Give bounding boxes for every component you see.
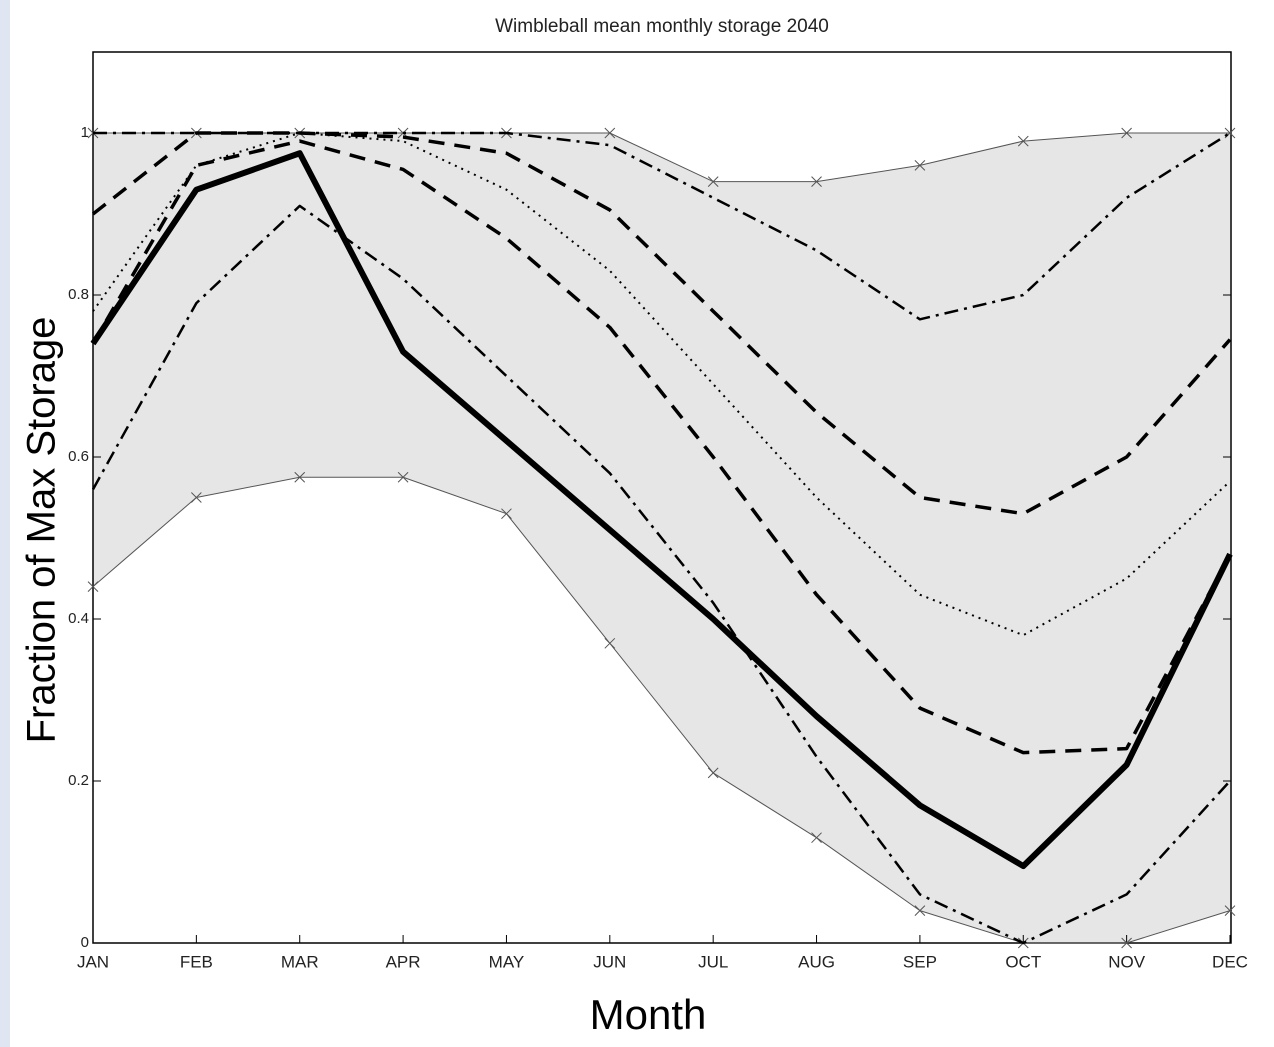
y-tick-label: 0.6	[68, 448, 89, 465]
plot-frame	[92, 51, 1232, 944]
x-tick-label: JUN	[593, 952, 626, 971]
y-tick-label: 0.4	[68, 610, 89, 627]
envelope-marker	[87, 581, 99, 592]
envelope-marker	[707, 176, 719, 187]
slide-edge	[0, 0, 10, 1047]
chart-title: Wimbleball mean monthly storage 2040	[495, 16, 829, 37]
series-line	[92, 476, 1231, 944]
y-tick-label: 1	[81, 124, 89, 141]
y-axis-label: Fraction of Max Storage	[20, 317, 64, 744]
envelope-marker	[811, 176, 822, 187]
envelope-marker	[1017, 135, 1029, 147]
envelope-marker	[1121, 937, 1132, 949]
envelope-marker	[914, 160, 926, 171]
x-axis-label: Month	[590, 991, 707, 1038]
x-tick-label: OCT	[1005, 952, 1041, 971]
x-tick-label: MAR	[281, 952, 319, 971]
y-tick-label: 0.8	[68, 286, 89, 303]
series-line	[91, 131, 1232, 516]
series-line	[90, 150, 1233, 870]
x-tick-label: APR	[386, 952, 421, 971]
y-tick-label: 0.2	[68, 772, 89, 789]
envelope-marker	[914, 905, 926, 916]
envelope-marker	[294, 471, 306, 483]
envelope-marker	[811, 832, 822, 844]
x-tick-label: NOV	[1108, 952, 1146, 971]
envelope-marker	[604, 637, 616, 649]
x-tick-label: JAN	[77, 952, 109, 971]
x-tick-label: FEB	[180, 952, 213, 971]
envelope-marker	[397, 471, 409, 483]
x-tick-label: JUL	[698, 952, 728, 971]
series-line	[91, 139, 1232, 755]
envelope-marker	[604, 127, 616, 139]
series-line	[91, 204, 1231, 945]
envelope-marker	[707, 767, 719, 779]
x-tick-label: MAY	[489, 952, 525, 971]
envelope-marker	[1121, 127, 1132, 139]
x-tick-label: DEC	[1212, 952, 1248, 971]
envelope-marker	[191, 492, 202, 503]
y-tick-label: 0	[81, 934, 89, 951]
envelope-marker	[501, 508, 512, 520]
x-tick-label: AUG	[798, 952, 835, 971]
envelope-marker	[1224, 905, 1236, 916]
x-tick-label: SEP	[903, 952, 937, 971]
